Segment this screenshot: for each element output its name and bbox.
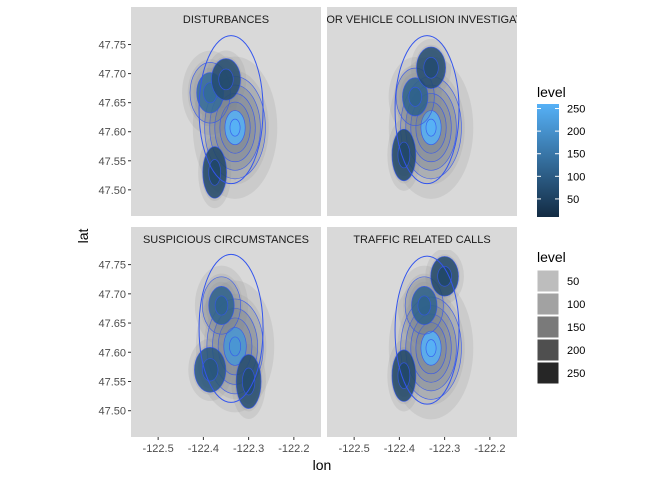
outer-contour: [394, 35, 460, 185]
outer-contour: [394, 255, 460, 405]
density-contour: [423, 57, 439, 79]
outer-contour: [198, 253, 264, 403]
x-tick-label: -122.2: [278, 443, 309, 455]
facet-3: SUSPICIOUS CIRCUMSTANCES: [131, 227, 321, 437]
y-tick-label: 47.70: [98, 69, 126, 81]
y-tick-label: 47.65: [98, 318, 126, 330]
facet-2: MOTOR VEHICLE COLLISION INVESTIGATION: [302, 7, 542, 216]
colorbar-label: 200: [567, 126, 585, 138]
y-tick-label: 47.60: [98, 347, 126, 359]
colorbar-label: 250: [567, 104, 585, 116]
legend-label: 100: [567, 299, 585, 311]
facet-4: TRAFFIC RELATED CALLS: [327, 227, 517, 437]
axes: 47.50 47.55 47.60 47.65 47.70 47.75 -122.5 -122…: [98, 40, 505, 455]
facet-strip: [131, 7, 321, 30]
x-tick-label: -122.4: [384, 443, 415, 455]
density-contour: [214, 295, 229, 316]
density-contour: [397, 141, 411, 169]
y-tick-label: 47.65: [98, 98, 126, 110]
x-tick-label: -122.2: [474, 443, 505, 455]
x-tick-label: -122.5: [339, 443, 370, 455]
y-tick-label: 47.70: [98, 289, 126, 301]
facet-title: DISTURBANCES: [183, 14, 269, 26]
density-layer: [387, 250, 474, 420]
x-tick-label: -122.3: [233, 443, 264, 455]
density-contour: [229, 118, 241, 137]
facet-title: MOTOR VEHICLE COLLISION INVESTIGATION: [302, 14, 542, 26]
colorbar-label: 150: [567, 149, 585, 161]
outer-contour: [198, 35, 264, 185]
density-contour: [408, 86, 422, 107]
density-contour: [208, 159, 221, 186]
legend-label: 150: [567, 322, 585, 334]
colorbar: [537, 104, 559, 217]
legend-title: level: [537, 84, 566, 100]
density-contour: [218, 68, 234, 91]
facet-1: DISTURBANCES: [131, 7, 321, 216]
colorbar-label: 100: [567, 171, 585, 183]
facet-strip: [327, 7, 517, 30]
y-tick-label: 47.50: [98, 406, 126, 418]
y-axis-label: lat: [75, 229, 91, 244]
density-layer: [387, 35, 474, 199]
colorbar-label: 50: [567, 194, 579, 206]
facet-title: SUSPICIOUS CIRCUMSTANCES: [143, 234, 309, 246]
x-tick-label: -122.3: [429, 443, 460, 455]
facet-strip: [327, 227, 517, 250]
legend-key: [536, 338, 560, 362]
legend-title: level: [537, 249, 566, 265]
legend-key: [536, 361, 560, 385]
density-contour: [417, 295, 431, 316]
y-tick-label: 47.55: [98, 376, 126, 388]
y-tick-label: 47.60: [98, 127, 126, 139]
y-tick-label: 47.50: [98, 185, 126, 197]
y-tick-label: 47.75: [98, 260, 126, 272]
density-layer: [182, 35, 278, 209]
x-tick-label: -122.4: [188, 443, 219, 455]
density-contour: [425, 339, 437, 358]
density-contour: [242, 367, 256, 396]
legend-label: 50: [567, 276, 579, 288]
legend-label: 250: [567, 368, 585, 380]
x-tick-label: -122.5: [143, 443, 174, 455]
density-contour: [229, 336, 242, 357]
density-layer: [188, 253, 275, 420]
facet-title: TRAFFIC RELATED CALLS: [353, 234, 490, 246]
legend-key: [536, 315, 560, 339]
x-axis-label: lon: [313, 457, 332, 473]
facet-panels: DISTURBANCES MOTOR VEHICLE COLLISION INVE…: [131, 7, 542, 437]
density-contour: [425, 118, 437, 137]
y-tick-label: 47.75: [98, 40, 126, 52]
density-contour: [437, 266, 452, 287]
legend-key: [536, 292, 560, 316]
legend-key: [536, 269, 560, 293]
legend-label: 200: [567, 345, 585, 357]
facet-strip: [131, 227, 321, 250]
y-tick-label: 47.55: [98, 156, 126, 168]
density-contour: [397, 362, 411, 389]
